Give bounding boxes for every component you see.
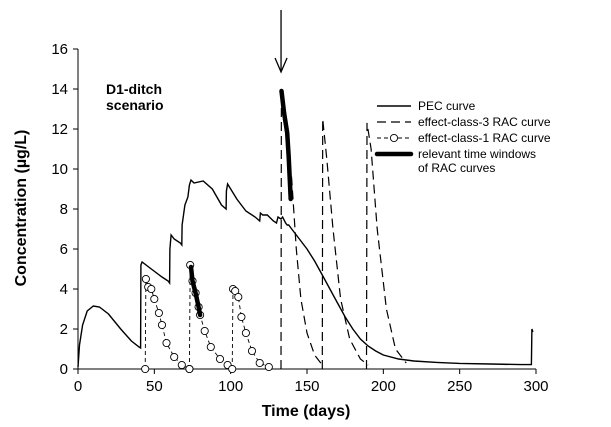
data-point [147, 284, 156, 294]
y-tick-label: 12 [51, 121, 68, 138]
x-tick-label: 0 [74, 378, 82, 395]
data-point [215, 354, 225, 364]
y-tick-label: 0 [60, 361, 68, 378]
data-point [200, 326, 209, 336]
arrow-marker-head [274, 57, 288, 74]
x-tick-label: 250 [447, 378, 472, 395]
series-rac3-1 [280, 90, 323, 370]
legend: PEC curve effect-class-3 RAC curve effect-… [374, 99, 551, 175]
y-axis-title: Concentration (µg/L) [13, 130, 30, 287]
y-tick-label: 6 [60, 241, 68, 258]
data-point [255, 358, 264, 368]
x-tick-label: 200 [371, 378, 396, 395]
y-tick-label: 2 [60, 321, 68, 338]
series-pec [77, 178, 534, 368]
series-window-1 [188, 264, 203, 318]
scenario-annotation-line-2: scenario [106, 97, 164, 113]
series-rac3-2 [321, 118, 369, 370]
data-point [141, 364, 150, 374]
data-point [234, 292, 243, 302]
legend-label: relevant time windows [418, 147, 536, 161]
data-point [185, 364, 194, 374]
y-tick-label: 14 [51, 81, 68, 98]
data-point [264, 362, 273, 372]
series-layer [77, 88, 534, 374]
data-point [177, 360, 186, 370]
data-point [150, 294, 159, 304]
legend-label: PEC curve [418, 99, 476, 113]
legend-label: effect-class-1 RAC curve [418, 131, 551, 145]
legend-label-line-2: of RAC curves [418, 161, 495, 175]
x-tick-label: 100 [218, 378, 243, 395]
data-point [162, 338, 171, 348]
annotation-layer: D1-ditch scenario [106, 10, 288, 113]
x-tick-label: 150 [294, 378, 319, 395]
data-point [237, 312, 246, 322]
y-tick-label: 16 [51, 41, 68, 58]
scenario-annotation-line-1: D1-ditch [106, 81, 162, 97]
data-point [206, 342, 215, 352]
y-tick-label: 4 [60, 281, 68, 298]
data-point [241, 328, 250, 338]
data-point [170, 352, 179, 362]
axes: 0 50 100 150 200 250 300 0 2 4 6 8 10 12 14 16 [51, 41, 548, 395]
series-window-2 [279, 88, 293, 202]
data-point [157, 320, 167, 330]
data-point [141, 274, 150, 284]
y-tick-label: 10 [51, 161, 68, 178]
data-point [228, 364, 237, 374]
x-tick-label: 50 [146, 378, 163, 395]
y-tick-label: 8 [60, 201, 68, 218]
x-axis-title: Time (days) [262, 403, 351, 420]
data-point [247, 346, 257, 356]
data-point [154, 308, 163, 318]
x-tick-label: 300 [523, 378, 548, 395]
legend-marker [389, 133, 399, 143]
legend-label: effect-class-3 RAC curve [418, 115, 551, 129]
series-rac3-3 [365, 122, 407, 370]
